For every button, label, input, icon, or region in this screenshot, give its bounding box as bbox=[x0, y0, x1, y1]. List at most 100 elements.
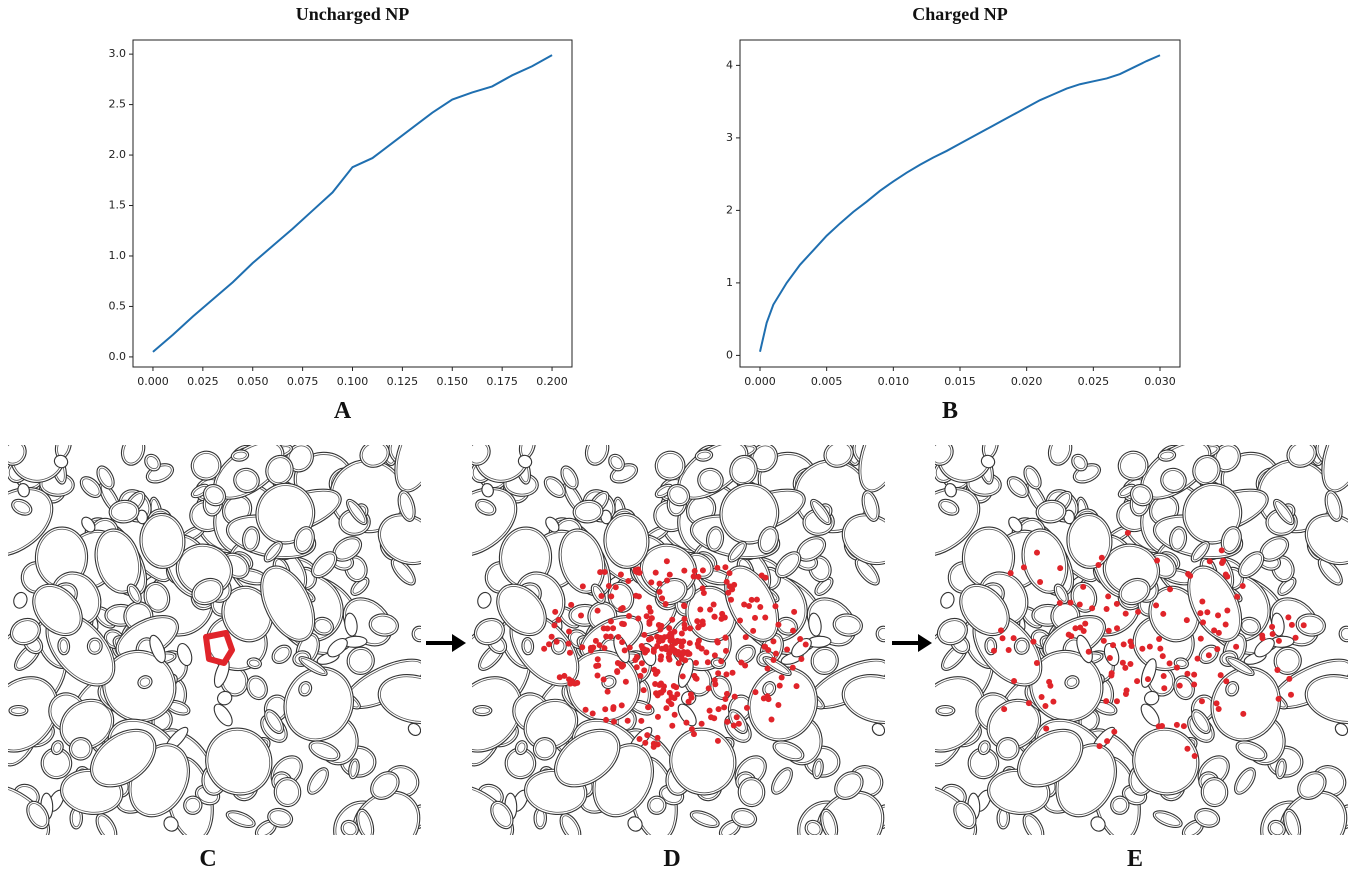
cell-wall bbox=[313, 553, 336, 576]
np-dot bbox=[726, 570, 733, 577]
np-dot bbox=[1292, 634, 1299, 641]
cell-wall bbox=[94, 528, 142, 594]
cell-wall bbox=[995, 737, 1020, 761]
np-dot bbox=[1274, 666, 1281, 673]
panel-label: D bbox=[663, 846, 680, 870]
np-dot bbox=[695, 623, 702, 630]
cell-wall bbox=[193, 580, 222, 603]
cell-wall bbox=[810, 498, 832, 526]
np-dot bbox=[1120, 641, 1127, 648]
np-dot bbox=[642, 739, 649, 746]
np-dot bbox=[699, 585, 706, 592]
np-dot bbox=[1139, 645, 1146, 652]
np-dot bbox=[610, 718, 617, 725]
np-dot bbox=[1072, 625, 1079, 632]
cell-wall bbox=[603, 512, 650, 569]
cell-wall bbox=[937, 707, 954, 714]
np-dot bbox=[707, 606, 714, 613]
cell-wall bbox=[98, 467, 113, 488]
np-dot bbox=[698, 720, 705, 727]
y-tick-label: 4 bbox=[726, 58, 733, 71]
cell-wall bbox=[9, 617, 41, 646]
np-dot bbox=[675, 660, 682, 667]
np-dot bbox=[592, 637, 599, 644]
np-dot bbox=[1103, 698, 1110, 705]
np-dot bbox=[1010, 635, 1017, 642]
cell-wall bbox=[190, 450, 222, 481]
np-dot bbox=[1111, 728, 1118, 735]
np-dot bbox=[654, 741, 661, 748]
np-dot bbox=[658, 645, 665, 652]
cell-wall bbox=[1184, 485, 1240, 543]
np-dot bbox=[551, 622, 558, 629]
np-dot bbox=[1213, 700, 1220, 707]
cell-wall bbox=[1090, 816, 1106, 832]
np-dot bbox=[1194, 655, 1201, 662]
np-dot bbox=[568, 678, 575, 685]
cell-wall bbox=[1286, 445, 1317, 468]
cell-wall bbox=[1273, 498, 1295, 526]
np-dot bbox=[688, 726, 695, 733]
np-dot bbox=[700, 589, 707, 596]
np-dot bbox=[641, 646, 648, 653]
cell-wall bbox=[475, 498, 497, 516]
cell-wall bbox=[1073, 456, 1086, 470]
cell-wall bbox=[10, 707, 27, 714]
np-dot bbox=[1033, 659, 1040, 666]
np-dot bbox=[1144, 676, 1151, 683]
np-dot bbox=[723, 690, 730, 697]
cell-wall bbox=[561, 815, 580, 835]
np-dot bbox=[1105, 593, 1112, 600]
cell-wall bbox=[1304, 513, 1348, 566]
cell-wall bbox=[729, 454, 758, 486]
np-dot bbox=[1011, 677, 1018, 684]
cell-wall bbox=[871, 722, 885, 737]
np-dot bbox=[1211, 627, 1218, 634]
cell-wall bbox=[348, 758, 360, 780]
np-dot bbox=[1159, 722, 1166, 729]
cell-wall bbox=[372, 773, 398, 798]
np-dot bbox=[598, 592, 605, 599]
np-dot bbox=[1161, 685, 1168, 692]
np-dot bbox=[675, 649, 682, 656]
np-dot bbox=[608, 593, 615, 600]
np-dot bbox=[1204, 609, 1211, 616]
cell-wall bbox=[654, 450, 686, 481]
cell-wall bbox=[774, 742, 803, 760]
np-dot bbox=[718, 658, 725, 665]
np-dot bbox=[600, 676, 607, 683]
np-dot bbox=[738, 659, 745, 666]
cell-wall bbox=[860, 445, 885, 491]
cell-wall bbox=[8, 445, 27, 466]
cell-wall bbox=[1237, 551, 1265, 579]
cell-wall bbox=[352, 578, 368, 594]
cell-wall bbox=[1281, 792, 1345, 835]
np-dot bbox=[791, 608, 798, 615]
np-dot bbox=[656, 580, 663, 587]
cell-wall bbox=[1299, 773, 1325, 798]
cell-wall bbox=[128, 585, 140, 602]
cell-wall bbox=[358, 811, 372, 835]
cell-wall bbox=[988, 701, 1039, 748]
cell-wall bbox=[96, 465, 115, 490]
np-dot bbox=[679, 673, 686, 680]
np-dot bbox=[1259, 632, 1266, 639]
np-dot bbox=[1104, 738, 1111, 745]
np-dot bbox=[770, 638, 777, 645]
cell-wall bbox=[476, 620, 503, 643]
np-dot bbox=[1065, 631, 1072, 638]
np-dot bbox=[704, 659, 711, 666]
np-dot bbox=[1286, 675, 1293, 682]
arrow bbox=[426, 634, 466, 652]
network-image bbox=[935, 445, 1348, 835]
x-tick-label: 0.025 bbox=[1078, 375, 1110, 388]
np-dot bbox=[1038, 693, 1045, 700]
np-dot bbox=[626, 612, 633, 619]
cell-wall bbox=[1236, 769, 1254, 793]
cell-wall bbox=[1334, 722, 1348, 737]
cell-wall bbox=[92, 731, 155, 786]
cell-wall bbox=[217, 690, 233, 706]
np-dot bbox=[638, 717, 645, 724]
cell-wall bbox=[141, 515, 184, 567]
cell-wall bbox=[980, 454, 996, 469]
